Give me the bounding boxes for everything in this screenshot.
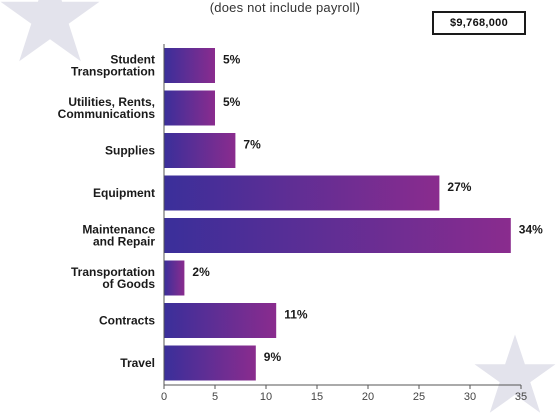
bar-value-label: 27% <box>447 180 471 194</box>
bar <box>164 345 256 381</box>
category-label: Travel <box>120 356 155 370</box>
bar <box>164 218 511 253</box>
bar-value-label: 9% <box>264 350 282 364</box>
category-label: Equipment <box>93 186 155 200</box>
total-amount-box: $9,768,000 <box>432 11 526 35</box>
bar-value-label: 5% <box>223 95 241 109</box>
category-label: Maintenance and Repair <box>82 223 155 249</box>
bar <box>164 133 236 168</box>
bar-value-label: 5% <box>223 53 241 67</box>
category-label: Supplies <box>105 144 155 158</box>
bar-value-label: 34% <box>519 223 543 237</box>
category-label: Utilities, Rents, Communications <box>58 95 156 121</box>
bar <box>164 303 277 338</box>
bar <box>164 260 185 296</box>
bar <box>164 175 440 211</box>
x-tick-label: 30 <box>464 391 476 403</box>
x-tick-label: 35 <box>515 391 527 403</box>
bar-value-label: 11% <box>284 308 308 322</box>
bar <box>164 48 215 83</box>
bar-value-label: 2% <box>192 265 210 279</box>
category-label: Student Transportation <box>71 53 155 79</box>
category-label: Transportation of Goods <box>71 265 155 291</box>
x-tick-label: 25 <box>413 391 425 403</box>
x-tick-label: 15 <box>311 391 323 403</box>
background-star-icon <box>474 334 556 413</box>
x-tick-label: 10 <box>260 391 272 403</box>
chart-subtitle: (does not include payroll) <box>209 0 361 15</box>
x-tick-label: 20 <box>362 391 374 403</box>
x-tick-label: 5 <box>212 391 218 403</box>
x-tick-label: 0 <box>161 391 167 403</box>
bar <box>164 90 215 126</box>
bar-chart: 5% Student Transportation 5% Utilities, Rent… <box>58 44 543 403</box>
category-label: Contracts <box>99 314 155 328</box>
background-star-icon <box>0 0 100 62</box>
bar-value-label: 7% <box>243 138 261 152</box>
